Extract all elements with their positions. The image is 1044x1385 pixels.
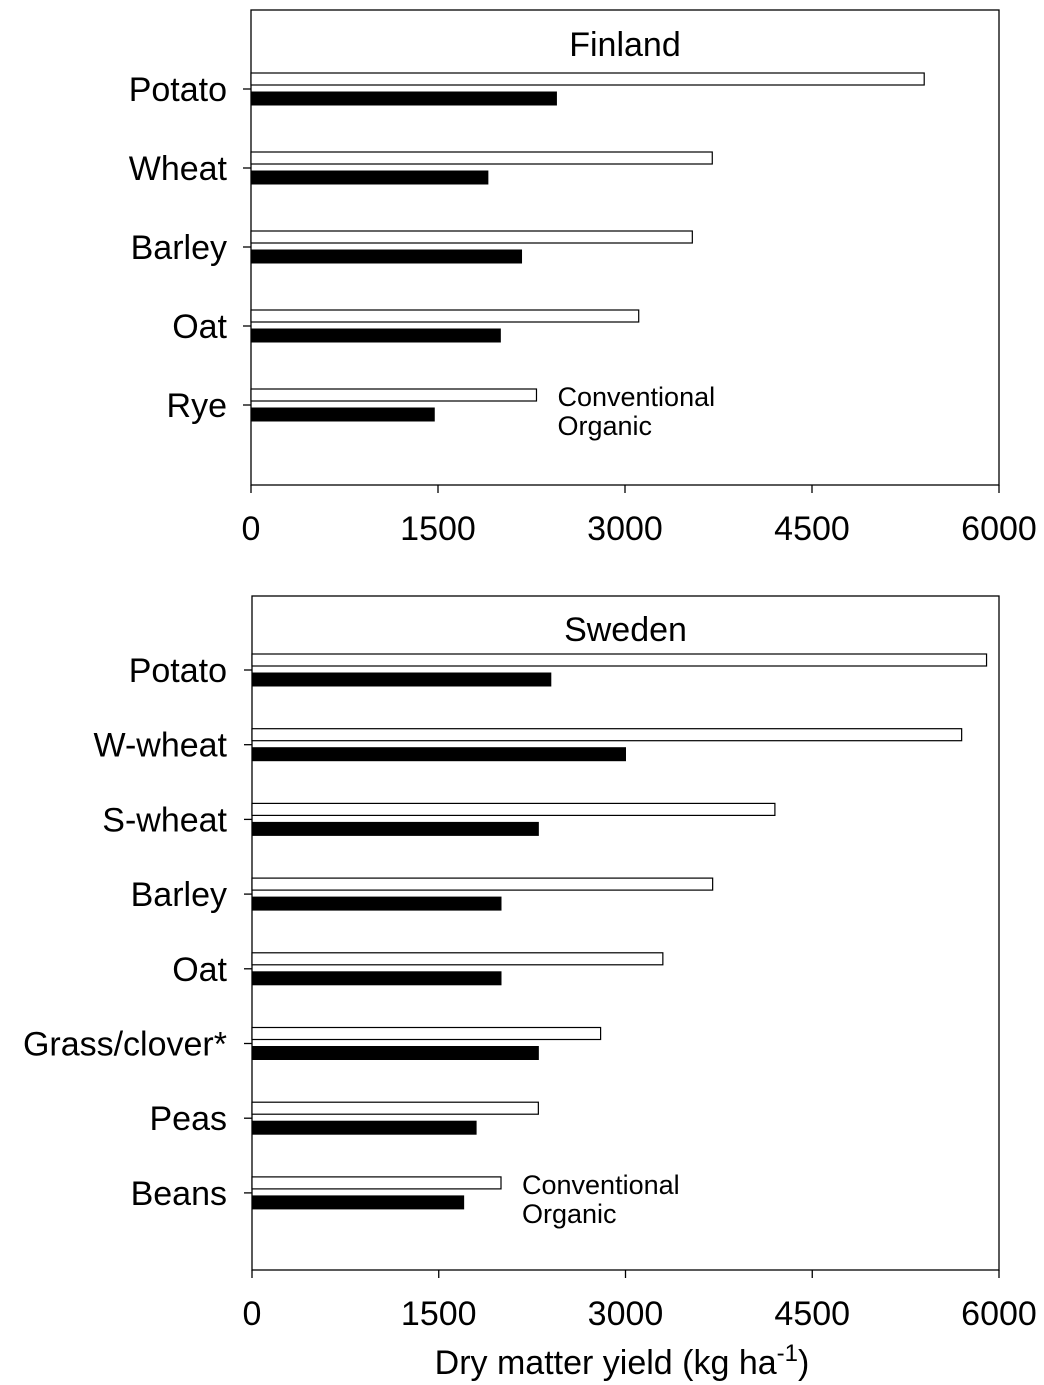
sweden-bar-conventional-barley — [251, 877, 714, 891]
finland-category-label-wheat: Wheat — [129, 150, 228, 188]
finland-bar-organic-potato — [250, 91, 557, 106]
sweden-bar-conventional-s-wheat — [251, 802, 776, 817]
sweden-bar-conventional-w-wheat — [251, 728, 963, 742]
sweden-x-tick-label: 0 — [243, 1295, 262, 1333]
finland-bar-conventional-oat — [250, 309, 640, 323]
finland-category-label-barley: Barley — [131, 229, 227, 267]
sweden-x-tick-label: 6000 — [961, 1295, 1037, 1333]
sweden-legend-organic: Organic — [522, 1199, 617, 1229]
sweden-bar-conventional-beans — [251, 1176, 502, 1190]
finland-bar-organic-oat — [250, 328, 501, 343]
finland-legend-organic: Organic — [557, 411, 652, 441]
sweden-bar-conventional-peas — [251, 1101, 539, 1115]
sweden-x-tick-label: 1500 — [401, 1295, 477, 1333]
sweden-plot-frame — [251, 595, 1000, 1271]
finland-category-label-oat: Oat — [172, 308, 227, 346]
sweden-bar-organic-beans — [251, 1195, 465, 1210]
sweden-panel: Sweden 0 1500 3000 4500 6000 Potato W-wheat S-wh… — [23, 595, 1037, 1333]
sweden-category-label-s-wheat: S-wheat — [102, 801, 227, 839]
finland-category-label-rye: Rye — [167, 387, 227, 425]
finland-bar-conventional-wheat — [250, 151, 713, 165]
finland-title: Finland — [569, 26, 681, 64]
sweden-bar-organic-grass-clover — [251, 1046, 539, 1060]
sweden-legend-conventional: Conventional — [522, 1170, 680, 1200]
sweden-bar-conventional-oat — [251, 952, 664, 966]
finland-x-tick-label: 6000 — [961, 510, 1037, 548]
sweden-category-label-grass-clover: Grass/clover* — [23, 1026, 227, 1064]
sweden-category-label-beans: Beans — [131, 1175, 227, 1213]
sweden-title: Sweden — [564, 611, 687, 649]
sweden-bar-conventional-potato — [251, 653, 988, 667]
finland-bar-organic-rye — [250, 407, 435, 422]
sweden-bar-organic-peas — [251, 1120, 477, 1135]
sweden-category-label-barley: Barley — [131, 876, 227, 914]
finland-x-tick-label: 0 — [242, 510, 261, 548]
finland-category-label-potato: Potato — [129, 71, 227, 109]
x-axis-label: Dry matter yield (kg ha-1) — [435, 1340, 810, 1382]
sweden-category-label-peas: Peas — [150, 1100, 228, 1138]
sweden-bar-organic-s-wheat — [251, 821, 539, 836]
sweden-bar-organic-potato — [251, 672, 552, 687]
sweden-x-tick-label: 4500 — [774, 1295, 850, 1333]
finland-bar-conventional-potato — [250, 72, 925, 86]
finland-x-tick-label: 4500 — [774, 510, 850, 548]
sweden-bar-conventional-grass-clover — [251, 1026, 602, 1041]
sweden-category-label-w-wheat: W-wheat — [93, 727, 227, 765]
finland-bar-conventional-barley — [250, 230, 693, 244]
finland-x-tick-label: 1500 — [400, 510, 476, 548]
sweden-x-tick-label: 3000 — [588, 1295, 664, 1333]
sweden-bar-organic-barley — [251, 896, 502, 911]
finland-bar-conventional-rye — [250, 388, 538, 402]
finland-panel: Finland 0 1500 3000 4500 6000 Potato Wheat Barle… — [129, 9, 1037, 548]
finland-bar-organic-wheat — [250, 170, 489, 185]
sweden-category-label-potato: Potato — [129, 652, 227, 690]
finland-bar-organic-barley — [250, 249, 523, 264]
sweden-category-label-oat: Oat — [172, 951, 227, 989]
sweden-bar-organic-w-wheat — [251, 747, 626, 762]
finland-legend-conventional: Conventional — [557, 382, 715, 412]
sweden-bar-organic-oat — [251, 971, 502, 986]
finland-x-tick-label: 3000 — [587, 510, 663, 548]
